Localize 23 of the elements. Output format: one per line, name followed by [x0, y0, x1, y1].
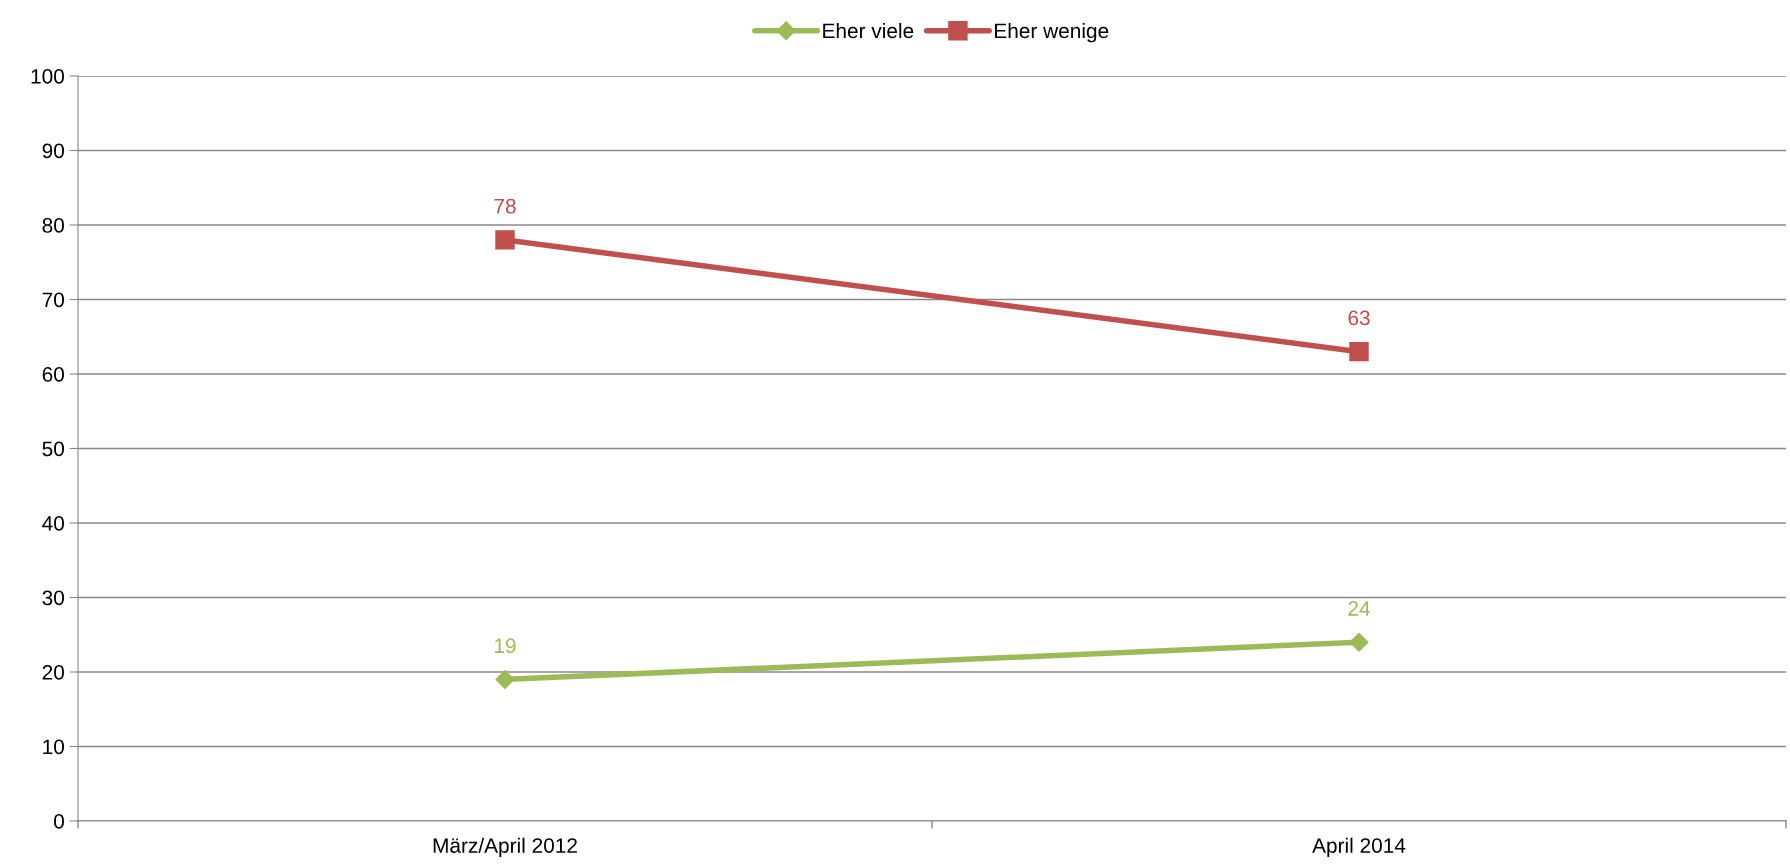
y-tick-label: 20	[42, 665, 64, 680]
data-label: 19	[495, 638, 516, 654]
y-tick-label: 80	[42, 218, 64, 233]
y-tick-label: 10	[43, 739, 64, 755]
point	[1349, 632, 1369, 652]
y-tick-label: 70	[42, 292, 64, 308]
legend-label: Eher wenige	[995, 22, 1109, 43]
y-tick-label: 100	[31, 69, 64, 84]
data-label: 78	[494, 198, 516, 214]
x-tick-label: März/April 2012	[433, 837, 577, 858]
y-tick-label: 60	[42, 367, 64, 382]
point	[495, 669, 515, 689]
y-tick-label: 40	[42, 516, 64, 531]
data-label: 63	[1348, 310, 1370, 326]
point	[495, 230, 515, 250]
y-tick-label: 0	[54, 814, 64, 829]
y-tick-label: 30	[42, 590, 64, 606]
x-tick-label: April 2014	[1312, 837, 1406, 858]
data-label: 24	[1348, 601, 1370, 616]
point	[1349, 341, 1369, 362]
y-tick-label: 90	[42, 143, 64, 159]
legend-label: Eher viele	[823, 22, 914, 39]
y-tick-label: 50	[42, 441, 64, 457]
